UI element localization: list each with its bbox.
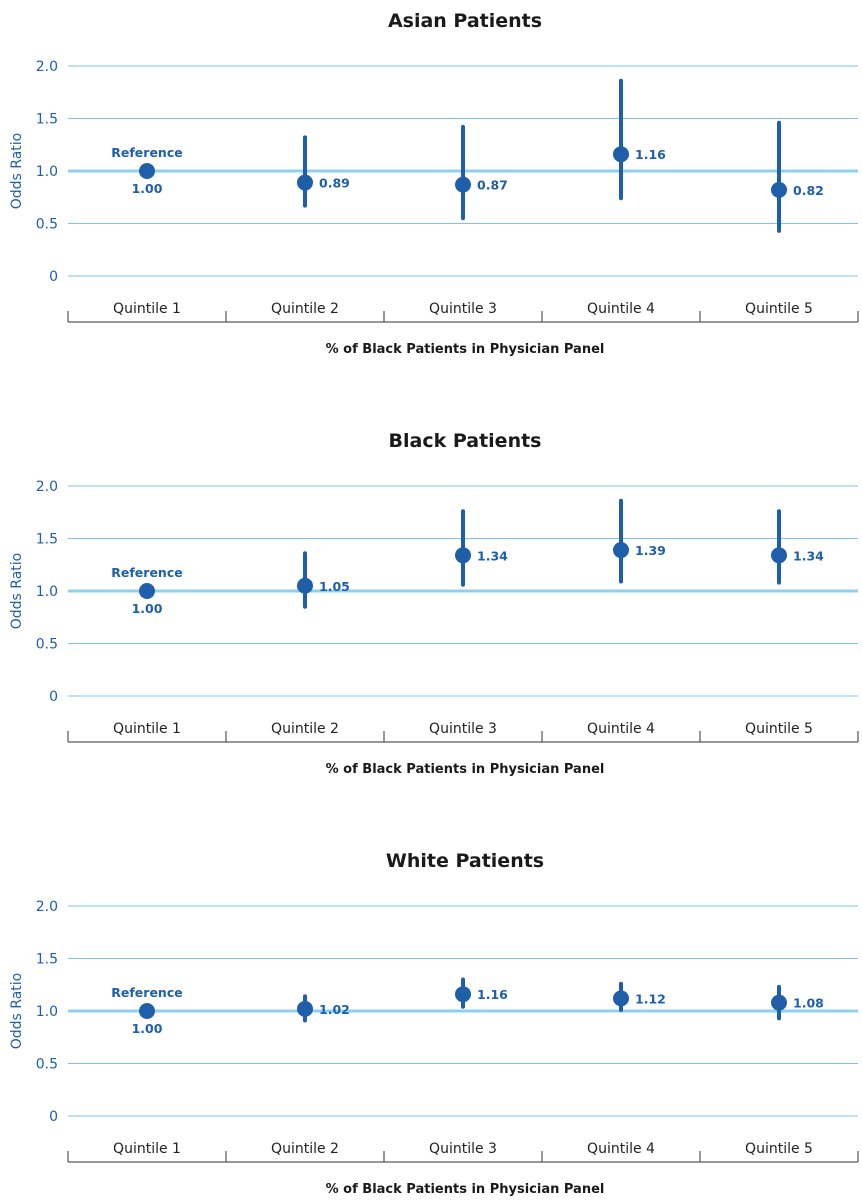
data-point (139, 1003, 155, 1019)
x-tick-label: Quintile 2 (271, 301, 339, 317)
data-point (297, 577, 313, 594)
data-label: 1.00 (132, 1021, 163, 1036)
y-tick-label: 2.0 (36, 479, 58, 495)
y-tick-label: 1.5 (36, 952, 58, 968)
data-label: 0.89 (319, 176, 350, 191)
x-tick-label: Quintile 2 (271, 721, 339, 737)
data-point (613, 990, 629, 1007)
y-tick-label: 2.0 (36, 899, 58, 915)
y-tick-label: 1.5 (36, 532, 58, 548)
reference-label: Reference (111, 145, 182, 160)
y-tick-label: 0 (49, 1109, 58, 1125)
x-tick-label: Quintile 1 (113, 721, 181, 737)
chart-title: White Patients (386, 850, 544, 872)
data-label: 0.87 (477, 178, 508, 193)
chart-title: Black Patients (389, 430, 542, 452)
data-point (771, 994, 787, 1011)
x-tick-label: Quintile 4 (587, 721, 655, 737)
data-label: 1.16 (477, 987, 508, 1002)
x-tick-label: Quintile 4 (587, 301, 655, 317)
data-point (455, 176, 471, 193)
x-tick-label: Quintile 1 (113, 1141, 181, 1157)
data-point (297, 174, 313, 191)
x-tick-label: Quintile 3 (429, 721, 497, 737)
chart-title: Asian Patients (388, 10, 542, 32)
y-axis-label: Odds Ratio (9, 973, 25, 1049)
reference-label: Reference (111, 565, 182, 580)
data-label: 1.08 (793, 996, 824, 1011)
x-tick-label: Quintile 1 (113, 301, 181, 317)
data-point (297, 1000, 313, 1017)
y-tick-label: 0 (49, 689, 58, 705)
reference-label: Reference (111, 985, 182, 1000)
y-tick-label: 1.5 (36, 112, 58, 128)
data-point (613, 146, 629, 163)
data-label: 1.34 (477, 548, 508, 563)
data-label: 0.82 (793, 183, 824, 198)
y-tick-label: 1.0 (36, 1004, 58, 1020)
data-label: 1.00 (132, 601, 163, 616)
y-tick-label: 1.0 (36, 164, 58, 180)
data-label: 1.00 (132, 181, 163, 196)
x-tick-label: Quintile 5 (745, 301, 813, 317)
data-point (139, 583, 155, 599)
data-label: 1.05 (319, 579, 350, 594)
y-tick-label: 0.5 (36, 1057, 58, 1073)
data-point (455, 547, 471, 564)
chart-panel: Black Patients 0 0.5 1.0 1.5 2.0 Odds Ratio Qui… (9, 430, 859, 777)
data-label: 1.02 (319, 1002, 350, 1017)
data-point (455, 986, 471, 1003)
y-tick-label: 0.5 (36, 637, 58, 653)
data-point (613, 542, 629, 559)
x-tick-label: Quintile 5 (745, 721, 813, 737)
y-tick-label: 1.0 (36, 584, 58, 600)
x-tick-label: Quintile 5 (745, 1141, 813, 1157)
data-label: 1.12 (635, 991, 666, 1006)
x-axis-label: % of Black Patients in Physician Panel (326, 762, 605, 777)
data-label: 1.16 (635, 147, 666, 162)
y-tick-label: 2.0 (36, 59, 58, 75)
x-tick-label: Quintile 3 (429, 1141, 497, 1157)
data-label: 1.39 (635, 543, 666, 558)
y-tick-label: 0 (49, 269, 58, 285)
data-point (771, 181, 787, 198)
y-tick-label: 0.5 (36, 217, 58, 233)
data-point (771, 547, 787, 564)
x-axis-label: % of Black Patients in Physician Panel (326, 342, 605, 357)
y-axis-label: Odds Ratio (9, 133, 25, 209)
data-point (139, 163, 155, 179)
x-tick-label: Quintile 2 (271, 1141, 339, 1157)
x-tick-label: Quintile 4 (587, 1141, 655, 1157)
x-axis-label: % of Black Patients in Physician Panel (326, 1182, 605, 1197)
y-axis-label: Odds Ratio (9, 553, 25, 629)
data-label: 1.34 (793, 548, 824, 563)
x-tick-label: Quintile 3 (429, 301, 497, 317)
chart-panel: Asian Patients 0 0.5 1.0 1.5 2.0 Odds Ratio Qui… (9, 10, 859, 357)
chart-panel: White Patients 0 0.5 1.0 1.5 2.0 Odds Ratio Qui… (9, 850, 859, 1197)
